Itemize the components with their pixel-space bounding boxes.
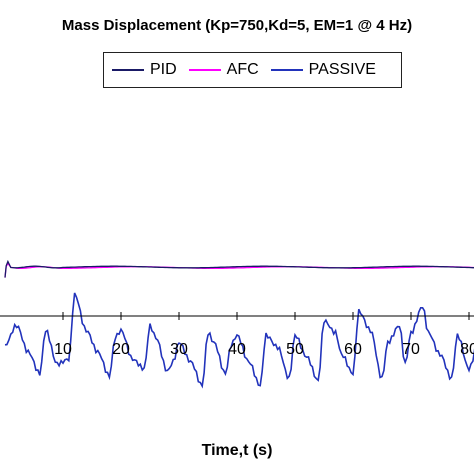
x-tick-label-70: 70 [402,341,420,358]
x-tick-label-80: 80 [460,341,474,358]
legend-label-afc: AFC [226,61,259,78]
x-tick-label-60: 60 [344,341,362,358]
series-line-pid [4,259,474,278]
series-line-afc [4,262,474,278]
legend-label-pid: PID [150,61,177,78]
legend-swatch-pid [112,69,144,71]
x-tick-label-30: 30 [170,341,188,358]
x-axis-label: Time,t (s) [201,442,273,459]
x-tick-label-10: 10 [54,341,72,358]
chart-title: Mass Displacement (Kp=750,Kd=5, EM=1 @ 4… [61,17,413,34]
legend-label-passive: PASSIVE [308,61,376,78]
legend: PID AFC PASSIVE [103,52,402,88]
legend-item-passive: PASSIVE [270,61,376,79]
legend-swatch-afc [188,69,221,71]
series-line-passive [4,292,474,389]
legend-item-afc: AFC [188,61,259,79]
x-tick-label-40: 40 [228,341,246,358]
legend-item-pid: PID [112,61,177,79]
x-tick-label-50: 50 [286,341,304,358]
x-tick-label-20: 20 [112,341,130,358]
legend-swatch-passive [270,69,303,71]
